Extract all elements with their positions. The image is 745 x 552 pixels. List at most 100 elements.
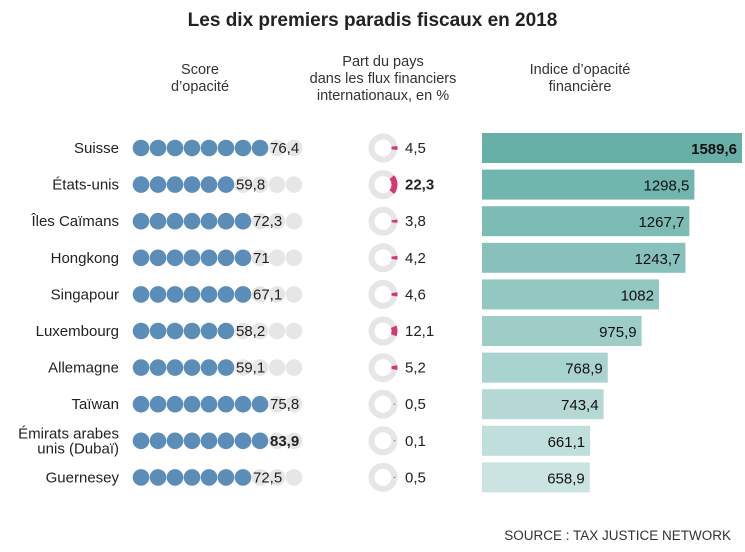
share-ring [368, 426, 398, 456]
country-label: Taïwan [71, 396, 119, 413]
score-dot-filled [149, 212, 167, 230]
score-label: 72,5 [253, 469, 282, 486]
header-index-line: Indice d’opacité [529, 62, 631, 78]
score-label: 76,4 [270, 140, 299, 157]
score-dot-filled [200, 322, 218, 340]
country-label: Allemagne [48, 360, 119, 377]
score-label: 67,1 [253, 286, 282, 303]
score-dot-empty [234, 359, 252, 376]
score-dot-empty [285, 139, 303, 157]
share-label: 4,5 [405, 140, 426, 157]
score-dot-empty [251, 249, 269, 267]
share-ring [368, 170, 398, 200]
index-label: 975,9 [599, 324, 637, 341]
score-dot-filled [183, 432, 201, 450]
score-dot-filled [166, 322, 184, 340]
index-label: 1298,5 [643, 178, 689, 195]
score-dot-filled [183, 395, 201, 413]
score-dot-filled [217, 212, 235, 230]
score-dot-filled [166, 395, 184, 413]
score-dot-filled [217, 176, 235, 193]
score-dot-filled [132, 176, 150, 193]
score-label: 58,2 [236, 323, 265, 340]
score-label: 72,3 [253, 213, 282, 230]
score-dot-empty [268, 286, 286, 303]
score-dot-filled [166, 286, 184, 303]
score-dot-filled [166, 212, 184, 230]
index-bar [482, 279, 659, 310]
index-label: 1267,7 [638, 214, 684, 231]
score-dot-empty [285, 212, 303, 230]
score-label: 83,9 [270, 433, 299, 450]
index-label: 658,9 [547, 470, 585, 487]
share-ring [368, 243, 398, 273]
score-dot-empty [234, 322, 252, 340]
score-dot-filled [132, 249, 150, 267]
index-bar [482, 242, 686, 273]
score-dot-empty [251, 359, 269, 376]
score-dot-filled [149, 395, 167, 413]
source-note: SOURCE : TAX JUSTICE NETWORK [504, 528, 731, 543]
score-dot-empty [268, 212, 286, 230]
score-dot-filled [217, 395, 235, 413]
header-share-line: dans les flux financiers [309, 71, 457, 87]
score-dot-empty [251, 469, 269, 486]
score-dot-empty [268, 176, 286, 193]
score-dot-empty [285, 432, 303, 450]
score-dot-filled [217, 469, 235, 486]
header-share: Part du pays dans les flux financiers in… [283, 54, 483, 105]
score-dot-filled [132, 432, 150, 450]
share-ring [368, 206, 398, 236]
score-dot-filled [200, 176, 218, 193]
score-dot-empty [285, 469, 303, 486]
share-label: 0,1 [405, 433, 426, 450]
score-dot-filled [200, 395, 218, 413]
score-dot-filled [183, 286, 201, 303]
score-dot-filled [149, 139, 167, 157]
share-ring [368, 353, 398, 383]
score-dot-empty [268, 359, 286, 376]
header-share-line: internationaux, en % [316, 88, 450, 104]
header-index-line: financière [548, 79, 612, 95]
score-dot-empty [285, 176, 303, 193]
score-dot-filled [132, 322, 150, 340]
score-dot-empty [285, 322, 303, 340]
score-dot-filled [217, 286, 235, 303]
score-dot-filled [183, 359, 201, 376]
score-label: 59,1 [236, 360, 265, 377]
score-dot-empty [268, 469, 286, 486]
score-dot-filled [200, 469, 218, 486]
share-ring [368, 279, 398, 309]
score-dot-filled [149, 432, 167, 450]
share-label: 0,5 [405, 469, 426, 486]
score-dot-filled [149, 359, 167, 376]
index-bar [482, 425, 591, 456]
country-label: Suisse [74, 140, 119, 157]
score-label: 75,8 [270, 396, 299, 413]
score-dot-filled [200, 249, 218, 267]
score-dot-filled [183, 212, 201, 230]
index-bar [482, 462, 590, 493]
country-label: Guernesey [46, 469, 120, 486]
country-label: Îles Caïmans [30, 213, 119, 230]
score-dot-filled [166, 176, 184, 193]
country-label: unis (Dubaï) [37, 440, 119, 457]
score-dot-filled [234, 432, 252, 450]
score-dot-filled [234, 139, 252, 157]
score-dot-filled [200, 359, 218, 376]
score-dot-filled [217, 249, 235, 267]
score-dot-empty [251, 322, 269, 340]
index-bar [482, 316, 642, 346]
score-dot-filled [132, 212, 150, 230]
score-dot-filled [234, 249, 252, 267]
score-dot-filled [217, 322, 235, 340]
score-dot-filled [132, 286, 150, 303]
score-dot-filled [132, 395, 150, 413]
header-score-line: d’opacité [170, 79, 230, 95]
score-dot-filled [217, 359, 235, 376]
score-dot-empty [251, 286, 269, 303]
share-ring [368, 133, 398, 163]
score-dot-filled [234, 395, 252, 413]
score-dot-filled [166, 249, 184, 267]
